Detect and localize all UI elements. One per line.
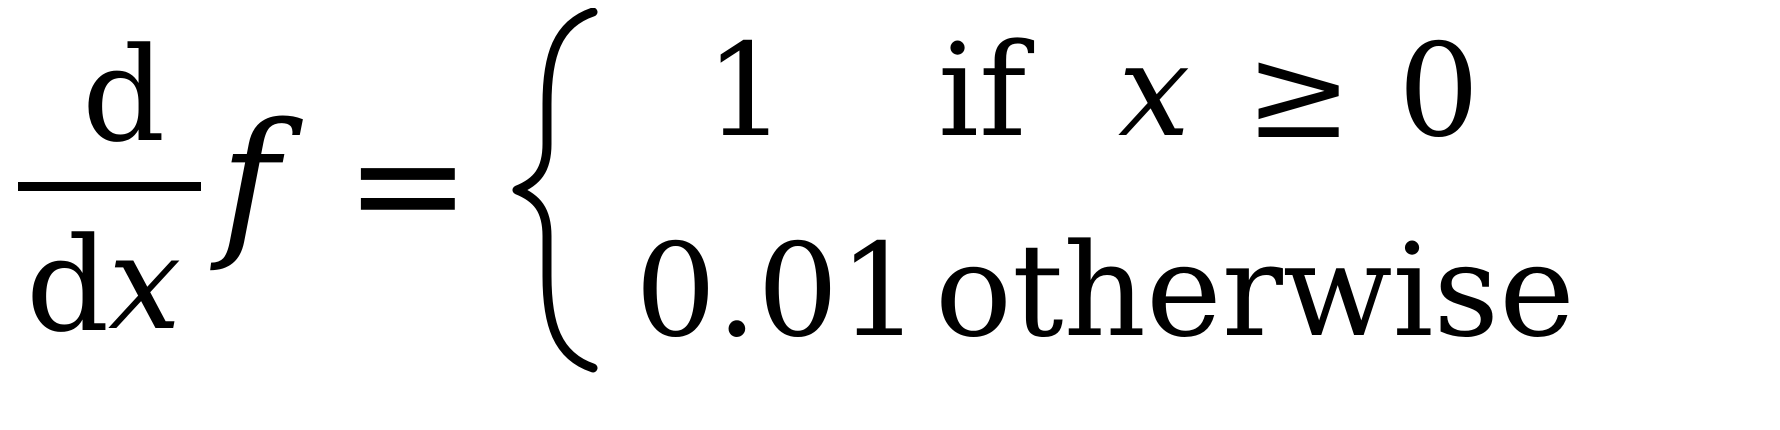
function-symbol: f (220, 88, 280, 275)
case-1-condition-var: x (1118, 17, 1191, 166)
case-2-value: 0.01 (635, 217, 920, 366)
case-1-bound: 0 (1398, 17, 1480, 166)
left-brace (512, 8, 598, 373)
derivative-numerator: d (82, 19, 166, 171)
derivative-denominator-var: x (108, 207, 182, 359)
derivative-denominator-d: d (26, 209, 110, 361)
case-1-value: 1 (705, 17, 787, 166)
case-2-condition-word: otherwise (935, 217, 1575, 366)
fraction-bar (18, 182, 201, 191)
equals-sign: = (345, 98, 471, 272)
case-1-relation: ≥ (1245, 19, 1353, 168)
case-1-condition-word: if (938, 17, 1027, 166)
